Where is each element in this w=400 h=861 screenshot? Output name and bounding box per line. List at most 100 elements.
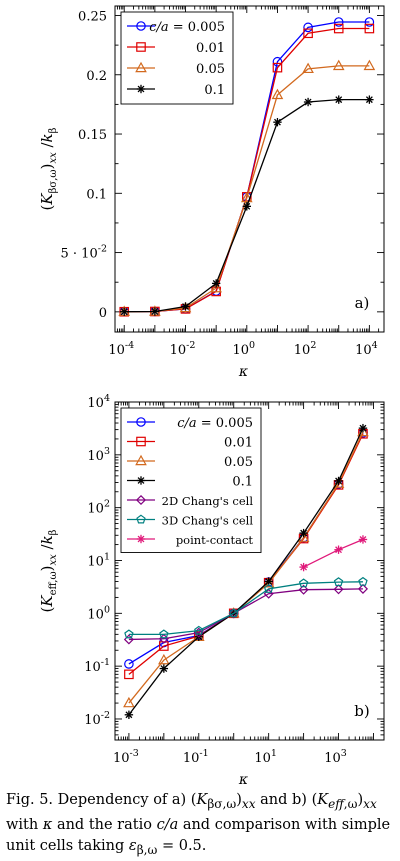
data-point	[272, 56, 283, 67]
y-tick-label: 104	[87, 393, 110, 411]
caption-fig-label: Fig. 5.	[6, 792, 54, 808]
x-axis-label: κ	[238, 364, 248, 380]
y-axis-label: (Kβσ,ω)xx /kβ	[38, 127, 59, 210]
series-line	[128, 581, 363, 635]
data-point	[263, 583, 274, 593]
legend: c/a = 0.005 0.01 0.05 0.1 2D Chang's cell 3D …	[120, 407, 262, 553]
data-point	[194, 625, 204, 635]
data-point	[332, 59, 345, 71]
y-tick-label: 103	[87, 446, 110, 464]
legend-label: 3D Chang's cell	[162, 514, 254, 528]
legend-label: point-contact	[176, 533, 254, 547]
data-point	[303, 22, 313, 33]
legend-label: 0.01	[224, 436, 253, 451]
data-point	[358, 535, 368, 544]
legend-marker	[135, 454, 147, 466]
x-axis-label: κ	[238, 772, 248, 788]
data-point	[229, 608, 239, 618]
x-tick-label: 100	[233, 340, 256, 358]
x-tick-label: 102	[294, 340, 317, 358]
legend-label: c/a = 0.005	[177, 416, 253, 431]
data-point	[298, 578, 309, 588]
legend-label: 2D Chang's cell	[162, 494, 254, 508]
data-point	[299, 562, 308, 572]
data-point	[334, 476, 343, 486]
y-tick-label: 100	[87, 604, 110, 622]
data-point	[159, 641, 169, 651]
x-tick-label: 101	[254, 748, 277, 766]
y-axis-label: (Keff,ω)xx /kβ	[38, 529, 59, 612]
legend-marker	[136, 514, 146, 524]
legend-marker	[136, 42, 146, 52]
x-tick-label: 10-3	[113, 748, 139, 766]
figure-caption: Fig. 5. Dependency of a) (Kβσ,ω)xx and b…	[6, 792, 391, 857]
panel-label: b)	[354, 702, 369, 720]
x-tick-label: 104	[355, 340, 378, 358]
data-point	[240, 191, 253, 203]
data-point	[303, 97, 313, 107]
data-point	[124, 629, 134, 639]
x-tick-label: 10-4	[108, 340, 134, 358]
data-point	[334, 95, 343, 104]
data-point	[333, 584, 344, 595]
legend-label: 0.05	[196, 62, 225, 77]
data-point	[242, 202, 252, 211]
data-point	[358, 576, 368, 586]
data-point	[150, 307, 160, 316]
data-point	[123, 696, 135, 708]
data-point	[333, 577, 344, 587]
legend-label: 0.05	[224, 455, 253, 470]
data-point	[334, 545, 343, 554]
chart-panel-a: 10-4 10-2 100 102 104 0 5 · 10-2 0.1 0.15 0.2 0.25…	[38, 5, 385, 380]
plot-frame	[114, 5, 385, 333]
data-point	[272, 62, 283, 73]
data-point	[302, 62, 314, 74]
data-point	[358, 423, 368, 433]
data-point	[357, 583, 369, 594]
y-tick-label: 0.1	[86, 187, 107, 202]
data-point	[124, 710, 134, 719]
data-point	[124, 669, 134, 680]
data-point	[120, 307, 129, 316]
data-point	[159, 629, 169, 639]
legend-label: 0.1	[232, 475, 253, 490]
x-tick-label: 10-2	[170, 340, 196, 358]
legend-label: 0.1	[204, 83, 225, 98]
legend-marker	[136, 476, 146, 485]
legend-marker	[135, 61, 147, 73]
plot-frame	[114, 401, 385, 741]
data-point	[298, 584, 309, 595]
series-line	[303, 538, 364, 568]
data-point	[124, 659, 134, 669]
data-point	[364, 17, 375, 27]
y-tick-label: 102	[87, 499, 110, 517]
data-point	[211, 279, 221, 288]
series-line	[128, 588, 363, 641]
y-tick-label: 10-1	[84, 657, 110, 675]
y-tick-label: 101	[87, 551, 110, 569]
y-tick-label: 10-2	[84, 710, 110, 728]
data-point	[181, 302, 190, 311]
y-tick-label: 0.25	[78, 9, 107, 24]
data-point	[333, 17, 344, 27]
legend-marker	[136, 436, 146, 447]
data-point	[158, 653, 170, 665]
legend: c/a = 0.005 0.01 0.05 0.1	[120, 11, 234, 105]
y-tick-label: 0	[99, 306, 107, 321]
series-line	[128, 431, 364, 704]
figure: 10-4 10-2 100 102 104 0 5 · 10-2 0.1 0.15 0.2 0.25…	[38, 5, 385, 788]
data-point	[303, 28, 313, 39]
data-point	[363, 59, 376, 71]
legend-marker	[136, 417, 146, 427]
y-tick-label: 5 · 10-2	[61, 244, 107, 262]
legend-marker	[136, 84, 146, 94]
data-point	[271, 88, 284, 100]
series-line	[128, 427, 364, 716]
panel-label: a)	[355, 294, 370, 312]
data-point	[210, 281, 222, 293]
data-point	[333, 23, 344, 34]
legend-label: 0.01	[196, 41, 225, 56]
data-point	[364, 23, 375, 34]
data-point	[273, 117, 282, 127]
chart-panel-b: 10-3 10-1 101 103 10-2 10-1 100 101 102 103 104 κ (K…	[38, 393, 385, 788]
